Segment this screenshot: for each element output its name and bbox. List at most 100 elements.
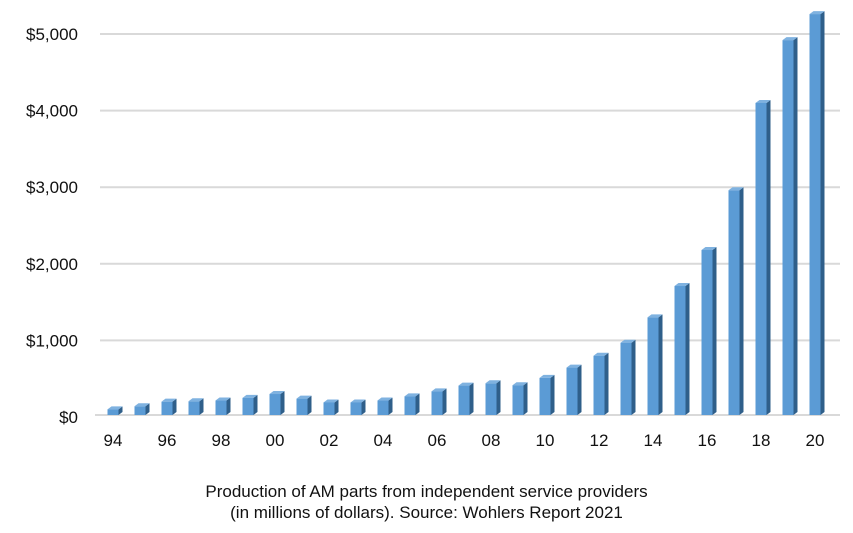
bar [728, 190, 740, 415]
bar [377, 400, 389, 415]
bar [431, 391, 443, 415]
bar-side [685, 283, 690, 415]
bar-top [161, 398, 177, 402]
bar [269, 394, 281, 415]
x-tick-label: 96 [158, 431, 177, 450]
bar [458, 385, 470, 415]
bar [161, 401, 173, 415]
bar-top [566, 364, 582, 368]
x-tick-label: 94 [104, 431, 123, 450]
bar-top [755, 99, 771, 103]
bar [350, 402, 362, 415]
chart-caption: Production of AM parts from independent … [0, 481, 853, 523]
bar-top [728, 187, 744, 191]
x-tick-label: 16 [698, 431, 717, 450]
bar [512, 385, 524, 415]
bar-top [431, 388, 447, 392]
bar-side [280, 391, 285, 415]
bar [485, 383, 497, 415]
x-tick-label: 14 [644, 431, 663, 450]
bar-side [226, 397, 231, 415]
bar-top [107, 406, 123, 410]
bar-side [118, 406, 123, 415]
x-tick-label: 12 [590, 431, 609, 450]
bar-side [496, 380, 501, 415]
bar [755, 102, 767, 415]
bar [647, 317, 659, 415]
bar [566, 367, 578, 415]
bar-side [766, 99, 771, 415]
bar-side [793, 37, 798, 416]
bar-top [323, 399, 339, 403]
bar-top [188, 398, 204, 402]
bar-top [620, 339, 636, 343]
bar [674, 286, 686, 415]
bar-top [593, 352, 609, 356]
bar-side [172, 398, 177, 415]
y-tick-label: $2,000 [26, 255, 78, 274]
bar-side [388, 397, 393, 415]
bar-side [442, 388, 447, 415]
bar [782, 40, 794, 416]
bar [323, 402, 335, 415]
bar-top [296, 395, 312, 399]
bar-top [782, 37, 798, 41]
bar [701, 250, 713, 415]
bar-side [712, 247, 717, 415]
x-tick-label: 02 [320, 431, 339, 450]
x-tick-label: 06 [428, 431, 447, 450]
x-tick-label: 18 [752, 431, 771, 450]
bar-side [631, 339, 636, 415]
y-tick-label: $5,000 [26, 25, 78, 44]
x-tick-label: 20 [806, 431, 825, 450]
bar-top [215, 397, 231, 401]
bar [242, 397, 254, 415]
bar-side [577, 364, 582, 415]
y-tick-label: $3,000 [26, 178, 78, 197]
bar [134, 406, 146, 415]
x-tick-label: 08 [482, 431, 501, 450]
bar-top [512, 382, 528, 386]
bar-top [350, 399, 366, 403]
bar-side [739, 187, 744, 415]
x-tick-label: 10 [536, 431, 555, 450]
bar-top [809, 11, 825, 15]
bar-top [269, 391, 285, 395]
bar-side [523, 382, 528, 415]
bar [809, 14, 821, 416]
bar-side [604, 352, 609, 415]
x-tick-label: 00 [266, 431, 285, 450]
bar [620, 342, 632, 415]
bar-side [199, 398, 204, 415]
bar-top [701, 247, 717, 251]
bar [296, 398, 308, 415]
bar-top [647, 314, 663, 318]
bar-top [242, 394, 258, 398]
bar-side [469, 382, 474, 415]
y-tick-label: $0 [59, 408, 78, 427]
bar [593, 355, 605, 415]
bar [539, 377, 551, 415]
bar-top [134, 403, 150, 407]
bar-side [253, 394, 258, 415]
bar-top [539, 374, 555, 378]
bar-side [550, 374, 555, 415]
bar-top [485, 380, 501, 384]
y-tick-label: $1,000 [26, 331, 78, 350]
bar-top [674, 283, 690, 287]
chart: $0 $1,000 $2,000 $3,000 $4,000 $5,000 94 96 98 00… [26, 11, 840, 450]
x-tick-label: 04 [374, 431, 393, 450]
bar-side [307, 395, 312, 415]
bar-side [415, 393, 420, 415]
caption-line-2: (in millions of dollars). Source: Wohler… [230, 503, 623, 522]
bar-side [145, 403, 150, 415]
bar [404, 396, 416, 415]
bar [215, 400, 227, 415]
caption-line-1: Production of AM parts from independent … [205, 482, 648, 501]
bar [107, 409, 119, 415]
bar-side [658, 314, 663, 415]
bar-top [377, 397, 393, 401]
y-tick-label: $4,000 [26, 102, 78, 121]
bar-side [361, 399, 366, 415]
bar-side [334, 399, 339, 415]
